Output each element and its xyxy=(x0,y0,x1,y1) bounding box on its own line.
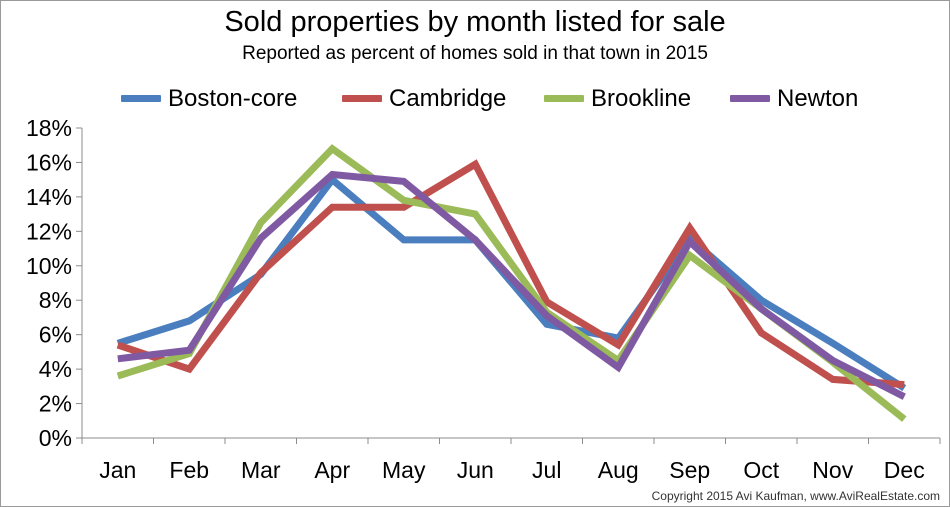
x-tick-label: Jul xyxy=(532,457,561,483)
x-tick-label: Apr xyxy=(314,457,350,483)
y-tick-label: 16% xyxy=(26,149,72,175)
chart-title: Sold properties by month listed for sale xyxy=(224,6,726,38)
x-tick-label: Mar xyxy=(241,457,281,483)
x-tick-label: May xyxy=(382,457,426,483)
legend-label-brookline: Brookline xyxy=(591,85,692,112)
y-tick-label: 8% xyxy=(39,287,72,313)
y-tick-label: 18% xyxy=(26,115,72,141)
legend-swatch-brookline xyxy=(544,95,584,102)
series-line-newton xyxy=(117,170,906,400)
y-tick-label: 0% xyxy=(39,425,72,451)
copyright-text: Copyright 2015 Avi Kaufman, www.AviRealE… xyxy=(651,489,940,503)
y-tick-label: 12% xyxy=(26,218,72,244)
legend-label-newton: Newton xyxy=(777,85,859,112)
series-line-cambridge xyxy=(116,159,905,389)
x-tick-label: Dec xyxy=(884,457,925,483)
x-tick-label: Sep xyxy=(669,457,710,483)
legend-swatch-cambridge xyxy=(342,95,382,102)
y-tick-label: 6% xyxy=(39,322,72,348)
x-tick-label: Jun xyxy=(457,457,494,483)
legend-swatch-newton xyxy=(730,95,770,102)
x-tick-label: Nov xyxy=(812,457,853,483)
y-tick-label: 2% xyxy=(39,391,72,417)
x-tick-label: Jan xyxy=(99,457,136,483)
legend-label-cambridge: Cambridge xyxy=(389,85,507,112)
x-tick-label: Oct xyxy=(743,457,779,483)
chart-subtitle: Reported as percent of homes sold in tha… xyxy=(242,43,708,64)
x-tick-label: Feb xyxy=(169,457,209,483)
y-tick-label: 4% xyxy=(39,356,72,382)
legend-swatch-boston-core xyxy=(121,95,161,102)
x-tick-label: Aug xyxy=(598,457,639,483)
legend: Boston-core Cambridge Brookline Newton xyxy=(0,85,950,115)
y-tick-label: 10% xyxy=(26,253,72,279)
legend-label-boston-core: Boston-core xyxy=(168,85,298,112)
y-tick-label: 14% xyxy=(26,184,72,210)
